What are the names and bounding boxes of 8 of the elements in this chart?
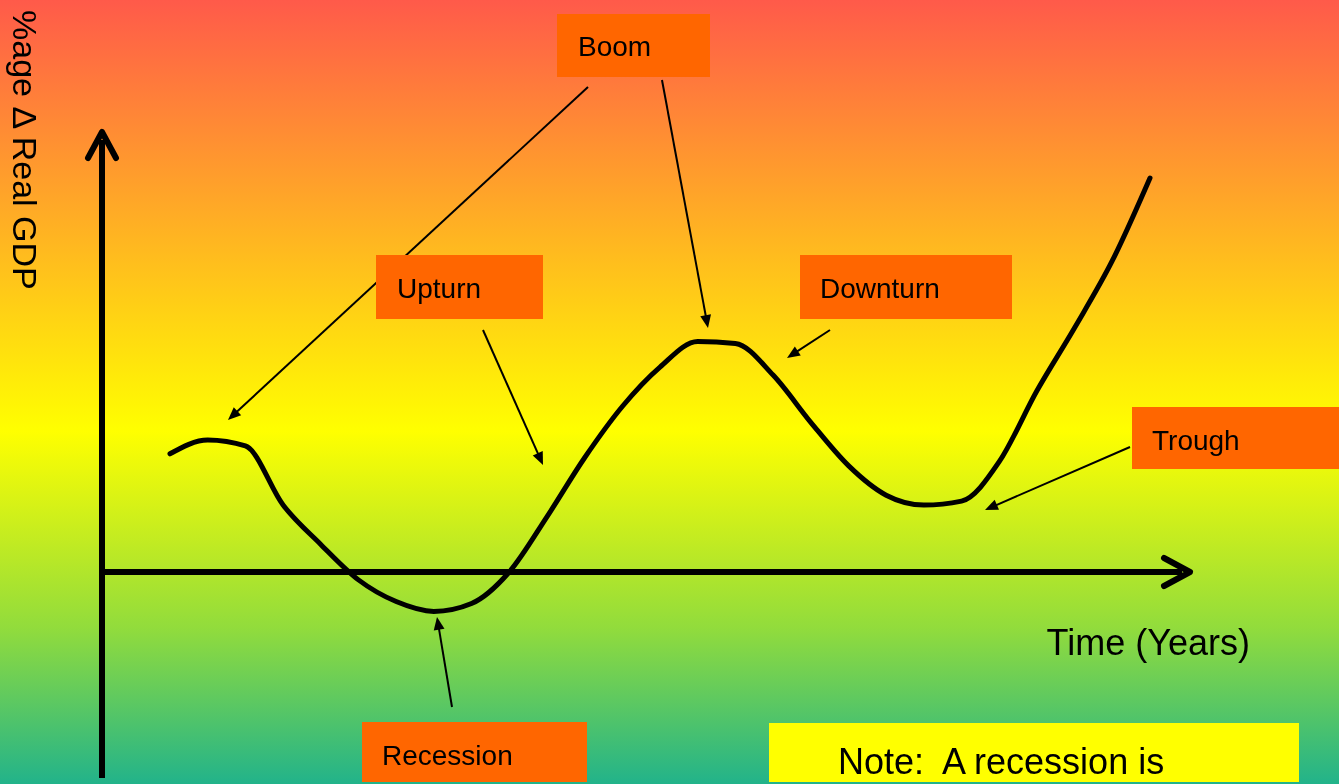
annotation: Downturn	[820, 273, 940, 304]
text: Boom	[578, 31, 652, 62]
annotation: Trough	[1152, 425, 1240, 456]
text: Recession	[382, 740, 513, 771]
text: Note: A recession is	[838, 741, 1165, 782]
x-axis-title: Time (Years)	[1046, 622, 1250, 663]
y-axis-title: %age Δ Real GDP	[6, 10, 45, 290]
annotation: Upturn	[397, 273, 482, 304]
